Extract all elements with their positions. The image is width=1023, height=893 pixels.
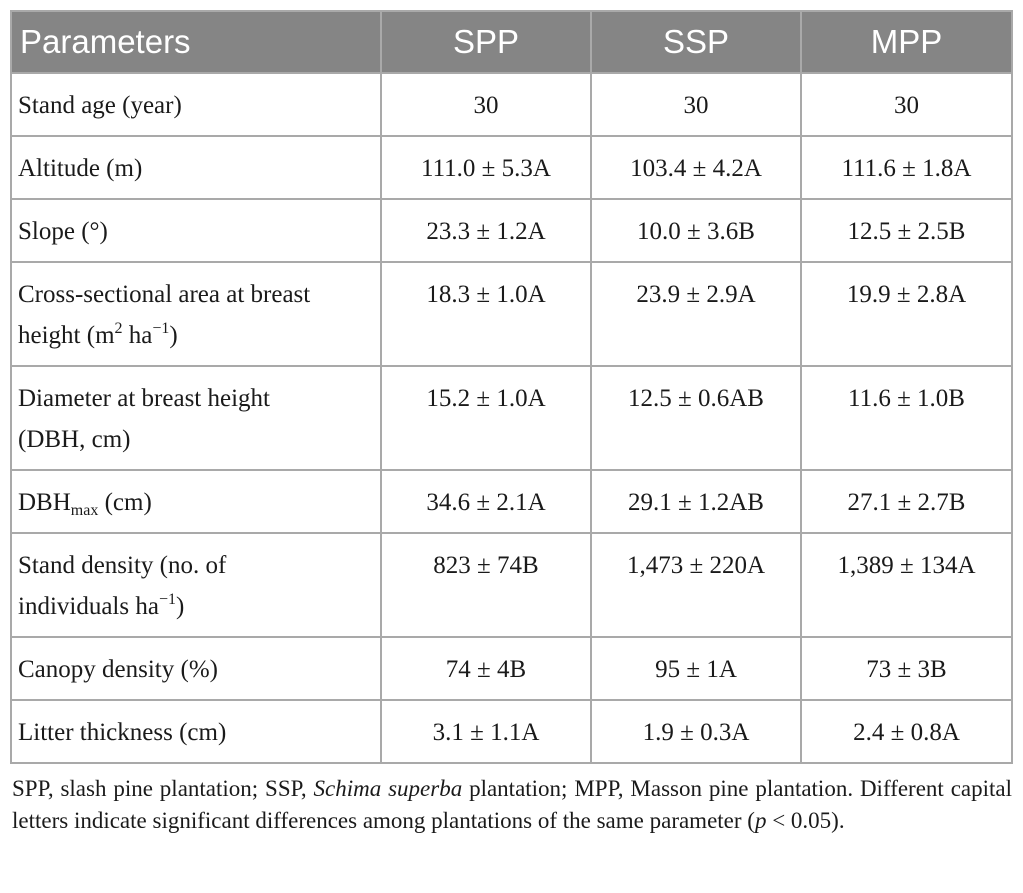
label-text: ) <box>169 322 178 349</box>
cell-value: 30 <box>800 72 1013 137</box>
label-line: Cross-sectional area at breast <box>18 281 311 308</box>
cell-value: 10.0 ± 3.6B <box>590 198 802 263</box>
footnote-text: plantation; MPP, Masson pine plantation.… <box>12 776 1012 833</box>
cell-value: 23.3 ± 1.2A <box>380 198 592 263</box>
table-row: Slope (°) 23.3 ± 1.2A 10.0 ± 3.6B 12.5 ±… <box>10 198 1013 263</box>
row-label-altitude: Altitude (m) <box>10 135 382 200</box>
cell-value: 30 <box>590 72 802 137</box>
row-label-stand-age: Stand age (year) <box>10 72 382 137</box>
cell-value: 19.9 ± 2.8A <box>800 261 1013 367</box>
label-line: Stand density (no. of <box>18 552 227 579</box>
label-subscript: max <box>70 502 99 519</box>
label-superscript: −1 <box>158 591 176 608</box>
table-header: Parameters SPP SSP MPP <box>10 10 1013 74</box>
label-line: (DBH, cm) <box>18 426 131 453</box>
cell-value: 111.6 ± 1.8A <box>800 135 1013 200</box>
row-label-canopy-density: Canopy density (%) <box>10 636 382 701</box>
table-row: Stand density (no. of individuals ha−1) 8… <box>10 532 1013 638</box>
row-label-dbh: Diameter at breast height (DBH, cm) <box>10 365 382 471</box>
header-mpp: MPP <box>800 10 1013 74</box>
cell-value: 2.4 ± 0.8A <box>800 699 1013 764</box>
data-table-container: Parameters SPP SSP MPP Stand age (year) … <box>10 10 1013 764</box>
footnote-p-symbol: p <box>754 808 767 833</box>
table-row: Altitude (m) 111.0 ± 5.3A 103.4 ± 4.2A 1… <box>10 135 1013 200</box>
row-label-cross-sectional-area: Cross-sectional area at breast height (m2… <box>10 261 382 367</box>
cell-value: 15.2 ± 1.0A <box>380 365 592 471</box>
cell-value: 103.4 ± 4.2A <box>590 135 802 200</box>
label-superscript: −1 <box>152 320 170 337</box>
header-spp: SPP <box>380 10 592 74</box>
row-label-dbh-max: DBHmax (cm) <box>10 469 382 534</box>
table-row: Stand age (year) 30 30 30 <box>10 72 1013 137</box>
footnote-text: SPP, slash pine plantation; SSP, <box>12 776 314 801</box>
label-line: Diameter at breast height <box>18 385 270 412</box>
label-text: ha <box>122 322 153 349</box>
table-row: DBHmax (cm) 34.6 ± 2.1A 29.1 ± 1.2AB 27.… <box>10 469 1013 534</box>
row-label-litter-thickness: Litter thickness (cm) <box>10 699 382 764</box>
cell-value: 12.5 ± 0.6AB <box>590 365 802 471</box>
label-text: ) <box>176 593 185 620</box>
cell-value: 34.6 ± 2.1A <box>380 469 592 534</box>
row-label-stand-density: Stand density (no. of individuals ha−1) <box>10 532 382 638</box>
row-label-slope: Slope (°) <box>10 198 382 263</box>
cell-value: 12.5 ± 2.5B <box>800 198 1013 263</box>
label-text: (cm) <box>98 489 152 516</box>
label-text: height (m <box>18 322 115 349</box>
table-row: Canopy density (%) 74 ± 4B 95 ± 1A 73 ± … <box>10 636 1013 701</box>
table-footnote: SPP, slash pine plantation; SSP, Schima … <box>12 773 1012 837</box>
footnote-text: < 0.05). <box>766 808 845 833</box>
cell-value: 1,473 ± 220A <box>590 532 802 638</box>
cell-value: 18.3 ± 1.0A <box>380 261 592 367</box>
header-parameters: Parameters <box>10 10 382 74</box>
cell-value: 95 ± 1A <box>590 636 802 701</box>
label-text: individuals ha <box>18 593 159 620</box>
cell-value: 29.1 ± 1.2AB <box>590 469 802 534</box>
footnote-species-name: Schima superba <box>313 776 463 801</box>
cell-value: 3.1 ± 1.1A <box>380 699 592 764</box>
table-row: Cross-sectional area at breast height (m2… <box>10 261 1013 367</box>
table-body: Stand age (year) 30 30 30 Altitude (m) 1… <box>10 72 1013 764</box>
cell-value: 73 ± 3B <box>800 636 1013 701</box>
cell-value: 74 ± 4B <box>380 636 592 701</box>
cell-value: 27.1 ± 2.7B <box>800 469 1013 534</box>
cell-value: 30 <box>380 72 592 137</box>
cell-value: 1.9 ± 0.3A <box>590 699 802 764</box>
plantation-parameters-table: Parameters SPP SSP MPP Stand age (year) … <box>10 10 1013 764</box>
cell-value: 823 ± 74B <box>380 532 592 638</box>
cell-value: 111.0 ± 5.3A <box>380 135 592 200</box>
label-text: DBH <box>18 489 71 516</box>
cell-value: 1,389 ± 134A <box>800 532 1013 638</box>
header-row: Parameters SPP SSP MPP <box>10 10 1013 74</box>
header-ssp: SSP <box>590 10 802 74</box>
cell-value: 23.9 ± 2.9A <box>590 261 802 367</box>
cell-value: 11.6 ± 1.0B <box>800 365 1013 471</box>
label-superscript: 2 <box>114 320 123 337</box>
table-row: Litter thickness (cm) 3.1 ± 1.1A 1.9 ± 0… <box>10 699 1013 764</box>
table-row: Diameter at breast height (DBH, cm) 15.2 … <box>10 365 1013 471</box>
